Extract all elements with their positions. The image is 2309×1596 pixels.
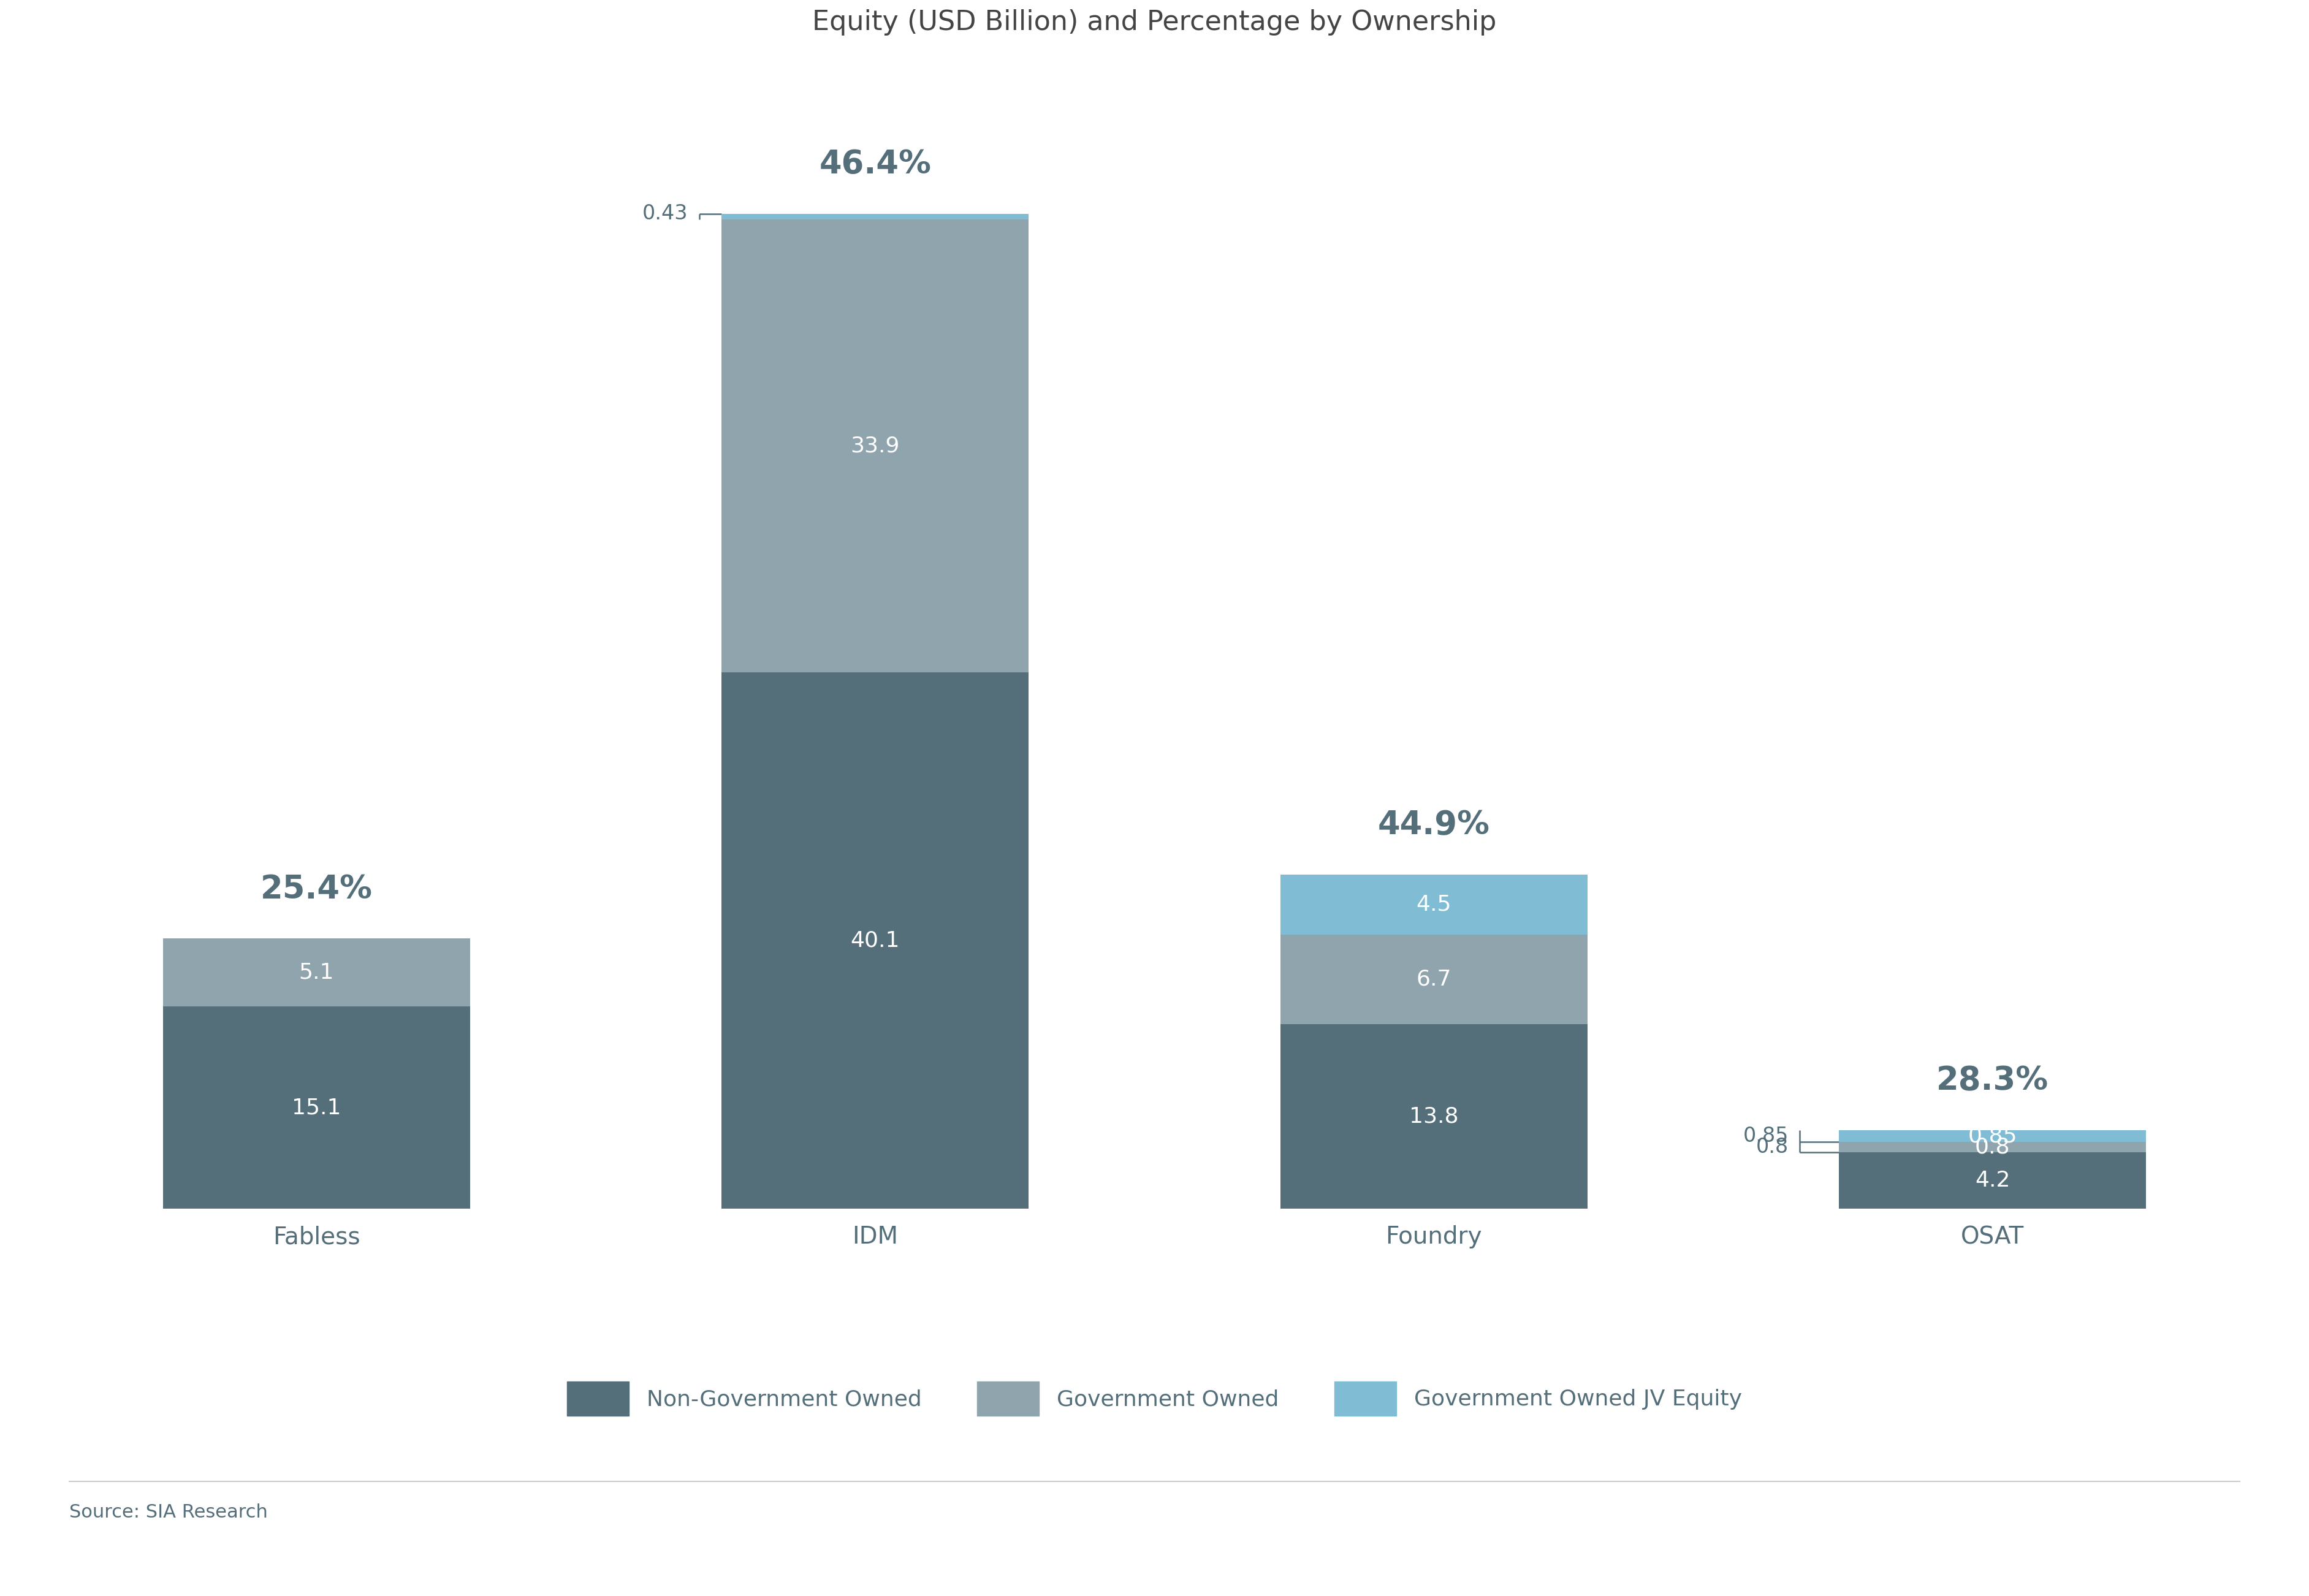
Bar: [1838, 1141, 2145, 1152]
Text: 6.7: 6.7: [1415, 969, 1452, 990]
Text: 25.4%: 25.4%: [261, 873, 372, 905]
Text: 28.3%: 28.3%: [1937, 1065, 2048, 1096]
Text: 0.8: 0.8: [1974, 1136, 2011, 1157]
Bar: [1838, 1130, 2145, 1141]
Text: 0.85: 0.85: [1743, 1125, 1789, 1146]
Bar: [1279, 935, 1589, 1025]
Bar: [1838, 1152, 2145, 1208]
Bar: [720, 220, 1030, 672]
Text: 33.9: 33.9: [850, 436, 901, 456]
Text: 15.1: 15.1: [291, 1096, 342, 1117]
Legend: Non-Government Owned, Government Owned, Government Owned JV Equity: Non-Government Owned, Government Owned, …: [559, 1373, 1750, 1425]
Text: 46.4%: 46.4%: [820, 148, 931, 180]
Text: 44.9%: 44.9%: [1378, 809, 1489, 841]
Text: 0.85: 0.85: [1967, 1125, 2018, 1146]
Bar: [164, 938, 471, 1007]
Bar: [720, 672, 1030, 1208]
Text: 5.1: 5.1: [298, 962, 335, 983]
Bar: [164, 1007, 471, 1208]
Title: Equity (USD Billion) and Percentage by Ownership: Equity (USD Billion) and Percentage by O…: [813, 10, 1496, 35]
Text: 0.43: 0.43: [642, 204, 688, 223]
Bar: [720, 214, 1030, 220]
Bar: [1279, 875, 1589, 935]
Text: 4.2: 4.2: [1974, 1170, 2011, 1191]
Text: 4.5: 4.5: [1415, 894, 1452, 915]
Text: 0.8: 0.8: [1757, 1136, 1789, 1157]
Text: 40.1: 40.1: [850, 930, 901, 951]
Bar: [1279, 1025, 1589, 1208]
Text: 13.8: 13.8: [1408, 1106, 1459, 1127]
Text: Source: SIA Research: Source: SIA Research: [69, 1503, 268, 1521]
